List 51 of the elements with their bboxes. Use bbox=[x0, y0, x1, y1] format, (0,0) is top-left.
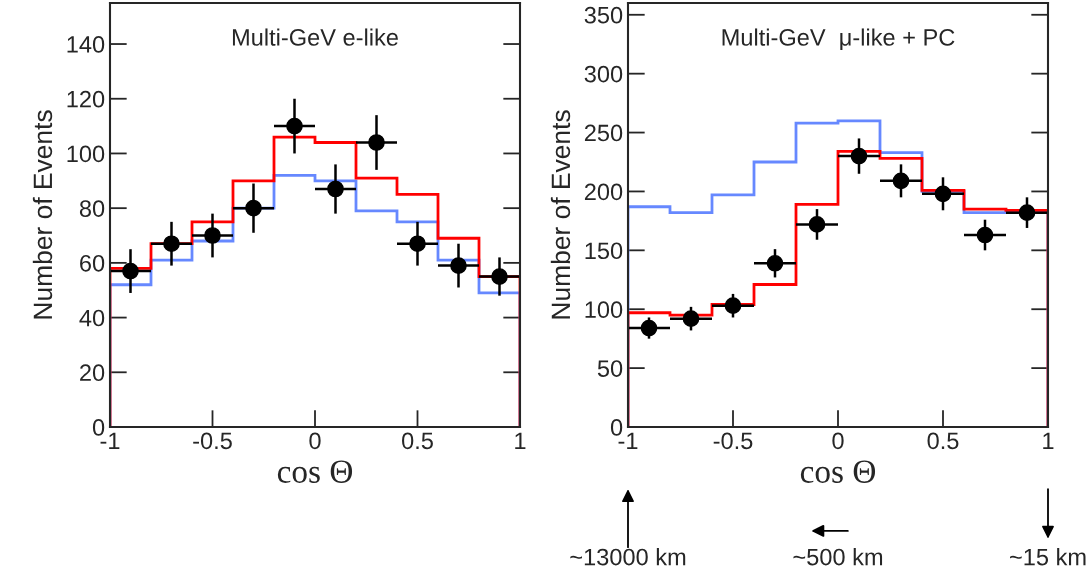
point bbox=[163, 235, 180, 253]
point bbox=[491, 268, 508, 285]
point bbox=[409, 235, 426, 253]
point bbox=[245, 199, 262, 217]
y-tick-label: 60 bbox=[80, 254, 105, 272]
x-tick-label: -0.5 bbox=[193, 432, 232, 450]
x-tick-label: 1 bbox=[1043, 432, 1054, 449]
y-tick-label: 150 bbox=[585, 242, 623, 260]
x-tick-label: 0 bbox=[832, 432, 844, 450]
y-tick-label: 250 bbox=[584, 124, 623, 142]
y-tick-label: 80 bbox=[79, 200, 105, 217]
point bbox=[204, 227, 221, 244]
point bbox=[286, 117, 303, 135]
text: ~13000 km bbox=[570, 548, 686, 566]
point bbox=[724, 297, 742, 315]
x-tick-label: 0.5 bbox=[402, 432, 433, 450]
y-axis-title: Number of Events bbox=[550, 110, 571, 319]
point bbox=[934, 185, 952, 203]
y-tick-label: 120 bbox=[67, 90, 105, 108]
x-tick-label: -0.5 bbox=[713, 432, 753, 450]
text: ~15 km bbox=[1010, 548, 1086, 566]
point bbox=[682, 310, 700, 327]
y-tick-label: 200 bbox=[584, 183, 623, 201]
x-axis-title: cos Θ bbox=[800, 460, 876, 483]
text: Multi-GeV μ-like + PC bbox=[722, 28, 955, 51]
y-tick-label: 50 bbox=[597, 360, 623, 377]
x-tick-label: 0 bbox=[309, 432, 321, 450]
x-tick-label: 0.5 bbox=[927, 432, 959, 450]
y-tick-label: 40 bbox=[79, 309, 105, 327]
y-axis-title: Number of Events bbox=[32, 110, 53, 319]
y-tick-label: 140 bbox=[67, 36, 105, 53]
point bbox=[850, 147, 868, 165]
point bbox=[766, 254, 784, 272]
point bbox=[368, 134, 385, 151]
point bbox=[640, 319, 658, 337]
y-tick-label: 350 bbox=[584, 6, 623, 24]
y-tick-label: 100 bbox=[67, 145, 105, 163]
text: Multi-GeV e-like bbox=[232, 28, 398, 46]
point bbox=[122, 262, 139, 280]
point bbox=[1018, 204, 1036, 221]
point bbox=[327, 180, 344, 198]
y-tick-label: 300 bbox=[584, 65, 623, 83]
point bbox=[976, 226, 994, 244]
point bbox=[450, 257, 467, 274]
point bbox=[892, 172, 910, 190]
x-tick-label: 1 bbox=[515, 432, 526, 449]
point bbox=[808, 216, 826, 233]
y-tick-label: 20 bbox=[80, 364, 105, 382]
x-axis-title: cos Θ bbox=[277, 460, 353, 483]
text: ~500 km bbox=[793, 548, 883, 566]
y-tick-label: 100 bbox=[585, 301, 623, 319]
